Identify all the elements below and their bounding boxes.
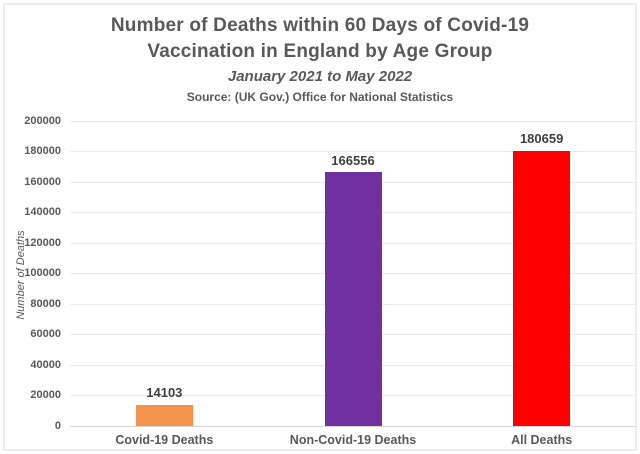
- y-tick-label: 120000: [24, 236, 61, 249]
- y-tick-label: 20000: [30, 389, 61, 401]
- y-tick-label: 180000: [24, 145, 61, 157]
- bar-non-covid-19-deaths: [324, 172, 382, 426]
- value-label: 166556: [331, 153, 375, 168]
- x-category-label: Covid-19 Deaths: [115, 433, 214, 447]
- chart-title-line-1: Number of Deaths within 60 Days of Covid…: [110, 15, 530, 36]
- y-tick-label: 200000: [24, 114, 61, 127]
- plot-area: 0 20000 40000 60000 80000 100000 120000 140000 1…: [24, 115, 635, 447]
- chart-subtitle: January 2021 to May 2022: [227, 68, 413, 85]
- x-category-label: All Deaths: [511, 433, 573, 447]
- y-tick-label: 80000: [30, 297, 61, 310]
- bar-all-deaths: [513, 150, 571, 426]
- chart-source: Source: (UK Gov.) Office for National St…: [186, 90, 454, 104]
- y-tick-label: 100000: [24, 267, 61, 279]
- value-label: 14103: [146, 385, 183, 401]
- y-tick-label: 160000: [24, 175, 61, 188]
- chart-title-line-2: Vaccination in England by Age Group: [147, 41, 493, 62]
- x-axis-line: [70, 425, 635, 427]
- y-tick-label: 140000: [24, 206, 61, 218]
- chart-frame: Number of Deaths within 60 Days of Covid…: [3, 3, 637, 451]
- y-tick-label: 40000: [30, 358, 61, 371]
- x-category-label: Non-Covid-19 Deaths: [289, 433, 417, 447]
- bar-covid-19-deaths: [135, 404, 193, 426]
- value-label: 180659: [519, 131, 564, 147]
- gridline: [70, 151, 635, 152]
- y-tick-label: 0: [54, 419, 61, 432]
- chart-header: Number of Deaths within 60 Days of Covid…: [5, 13, 635, 105]
- gridline: [70, 120, 635, 122]
- y-tick-label: 60000: [30, 328, 61, 340]
